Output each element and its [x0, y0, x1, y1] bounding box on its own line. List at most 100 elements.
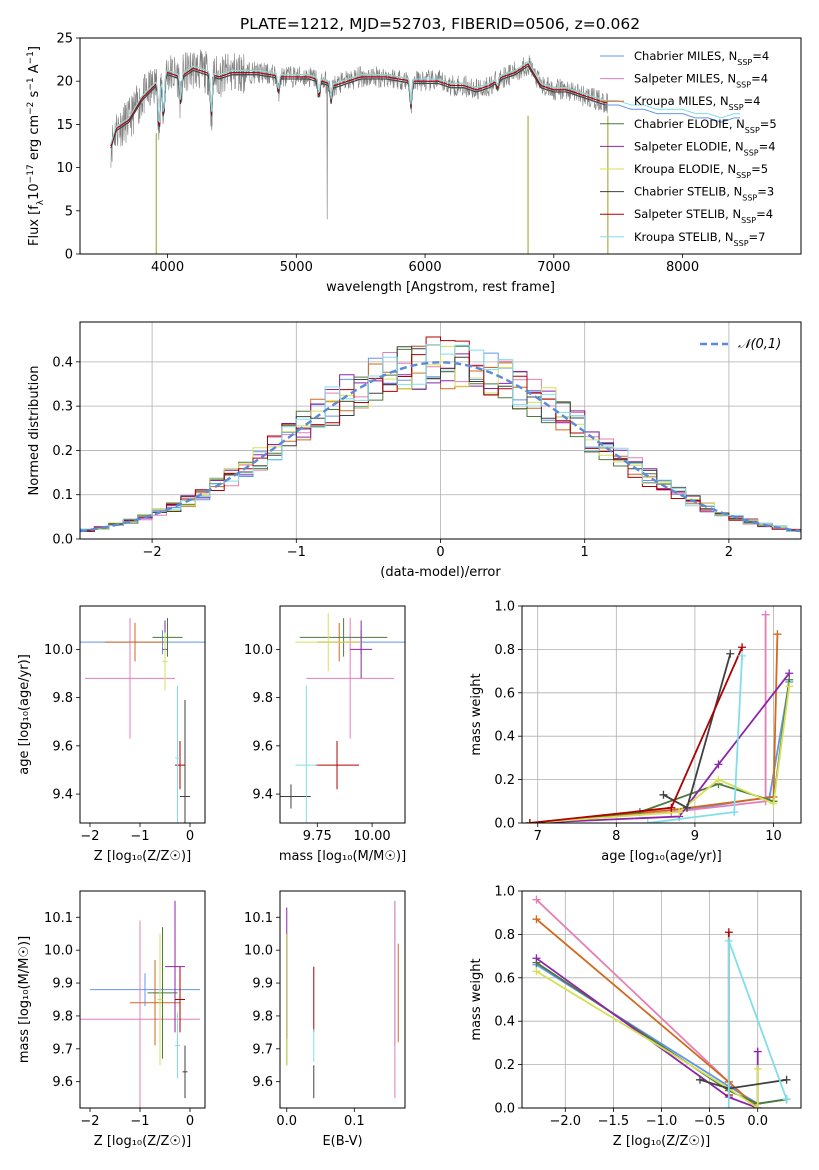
legend-model-name: Salpeter ELODIE, N: [634, 139, 744, 153]
weight-marker-6: [782, 1075, 791, 1084]
y-axis-label: Flux [fλ10−17 erg cm−2 s−1 A−1]: [26, 46, 46, 246]
y-axis-label: mass weight: [469, 958, 484, 1040]
model-spectrum-7: [110, 63, 607, 147]
legend-entry: Salpeter ELODIE, NSSP=4: [634, 139, 776, 157]
chart-title: PLATE=1212, MJD=52703, FIBERID=0506, z=0…: [240, 15, 640, 33]
legend-nssp: =4: [752, 49, 769, 63]
weight-marker-7: [667, 803, 676, 812]
x-axis-label: Z [log₁₀(Z/Z☉)]: [613, 1134, 710, 1149]
legend-nssp: =4: [759, 139, 776, 153]
age-vs-mass-points: [280, 613, 405, 823]
x-tick-label: 7: [534, 829, 542, 844]
y-axis-label: age [log₁₀(age/yr)]: [17, 654, 32, 775]
legend-nssp: =7: [749, 230, 766, 244]
y-axis-label-part: erg cm: [27, 115, 42, 164]
x-tick-label: 10.00: [353, 829, 390, 844]
y-tick-label: 9.9: [252, 977, 273, 992]
legend-entry: Chabrier ELODIE, NSSP=5: [634, 117, 777, 135]
x-tick-label: 0: [436, 545, 444, 560]
y-tick-label: 10.1: [244, 911, 273, 926]
weight-marker-8: [738, 651, 747, 660]
y-tick-label: 10: [56, 161, 73, 176]
x-tick-label: −1: [130, 829, 149, 844]
weight-marker-7: [525, 819, 534, 823]
legend-subscript: SSP: [741, 216, 756, 225]
weight-marker-2: [532, 915, 541, 924]
x-tick-label: −2: [143, 545, 162, 560]
y-tick-label: 5: [65, 204, 73, 219]
age-vs-Z-points: [80, 618, 205, 823]
massweight-vs-Z-lines: [532, 895, 791, 1108]
legend-subscript: SSP: [729, 103, 744, 112]
y-tick-label: 9.6: [252, 1075, 273, 1090]
weight-series-7: [529, 646, 743, 823]
x-axis-label: Z [log₁₀(Z/Z☉)]: [94, 1134, 191, 1149]
y-tick-label: 9.8: [52, 1009, 73, 1024]
mass-vs-Z-frame: [79, 890, 206, 1109]
mass-vs-Z-points: [80, 900, 200, 1108]
x-tick-label: −2.0: [550, 1114, 582, 1129]
legend-nssp: =5: [760, 117, 777, 131]
x-tick-label: 6000: [409, 260, 442, 275]
legend-model-name: Chabrier ELODIE, N: [634, 117, 745, 131]
y-tick-label: 0.8: [494, 928, 515, 943]
weight-series-1: [529, 614, 767, 823]
weight-marker-4: [532, 954, 541, 963]
legend-subscript: SSP: [744, 148, 759, 157]
y-tick-label: 0.0: [494, 1102, 515, 1117]
y-tick-label: 0.4: [52, 355, 73, 370]
massweight-vs-age-frame: [521, 605, 802, 824]
x-tick-label: 8000: [666, 260, 699, 275]
x-tick-label: 0.1: [344, 1114, 365, 1129]
weight-marker-4: [714, 760, 723, 769]
legend-model-name: Kroupa STELIB, N: [634, 230, 734, 244]
weight-series-4: [529, 672, 790, 823]
y-axis-label-part: −1: [26, 77, 36, 90]
weight-marker-1: [532, 895, 541, 904]
y-tick-label: 1.0: [494, 885, 515, 900]
y-axis-label: mass weight: [469, 673, 484, 755]
weight-marker-2: [773, 630, 782, 639]
y-axis-label-part: 10: [27, 183, 42, 200]
x-axis-label: mass [log₁₀(M/M☉)]: [279, 849, 406, 864]
y-tick-label: 9.8: [52, 691, 73, 706]
legend-model-name: Salpeter STELIB, N: [634, 207, 741, 221]
histogram-series-7: [80, 336, 801, 532]
weight-marker-6: [683, 803, 692, 812]
legend-subscript: SSP: [736, 171, 751, 180]
weight-marker-6: [659, 790, 668, 799]
legend-subscript: SSP: [734, 238, 749, 247]
model-spectrum-8: [110, 61, 741, 144]
x-axis-label: (data-model)/error: [380, 565, 501, 580]
weight-marker-5: [753, 1104, 762, 1108]
x-tick-label: 10: [765, 829, 782, 844]
mass-vs-EBV-axes: 0.0 0.1 9.6 9.7 9.8 9.9 10.0 10.1 E(B-V): [244, 911, 365, 1149]
weight-marker-1: [761, 610, 770, 619]
x-tick-label: 9.75: [303, 829, 332, 844]
legend-entry: Salpeter MILES, NSSP=4: [634, 72, 768, 90]
y-tick-label: 9.9: [52, 977, 73, 992]
spectrum-lines: [110, 49, 741, 254]
y-tick-label: 10.0: [244, 643, 273, 658]
y-tick-label: 9.7: [52, 1042, 73, 1057]
x-tick-label: 1: [581, 545, 589, 560]
legend-subscript: SSP: [742, 193, 757, 202]
mass-vs-Z-axes: −2 −1 0 9.6 9.7 9.8 9.9 10.0 10.1 Z [log₁₀(Z/Z☉)]…: [17, 911, 194, 1149]
legend-entry: Kroupa ELODIE, NSSP=5: [634, 162, 768, 180]
x-tick-label: −1: [287, 545, 306, 560]
y-axis-label-part: −17: [26, 164, 36, 183]
legend-subscript: SSP: [737, 58, 752, 67]
spectrum-frame: [79, 37, 802, 255]
legend-model-name: Kroupa ELODIE, N: [634, 162, 736, 176]
weight-marker-5: [532, 967, 541, 976]
legend-entry: Chabrier MILES, NSSP=4: [634, 49, 769, 67]
y-tick-label: 9.4: [252, 788, 273, 803]
y-axis-label-part: A: [27, 64, 42, 77]
y-axis-label: mass [log₁₀(M/M☉)]: [17, 936, 32, 1063]
y-tick-label: 0: [65, 248, 73, 263]
age-vs-mass-axes: 9.75 10.00 9.4 9.6 9.8 10.0 mass [log₁₀(M/M☉)]: [244, 643, 406, 864]
y-tick-label: 0.2: [494, 1058, 515, 1073]
massweight-vs-Z-frame: [521, 890, 802, 1109]
y-tick-label: 10.0: [244, 944, 273, 959]
legend-nssp: =5: [751, 162, 768, 176]
